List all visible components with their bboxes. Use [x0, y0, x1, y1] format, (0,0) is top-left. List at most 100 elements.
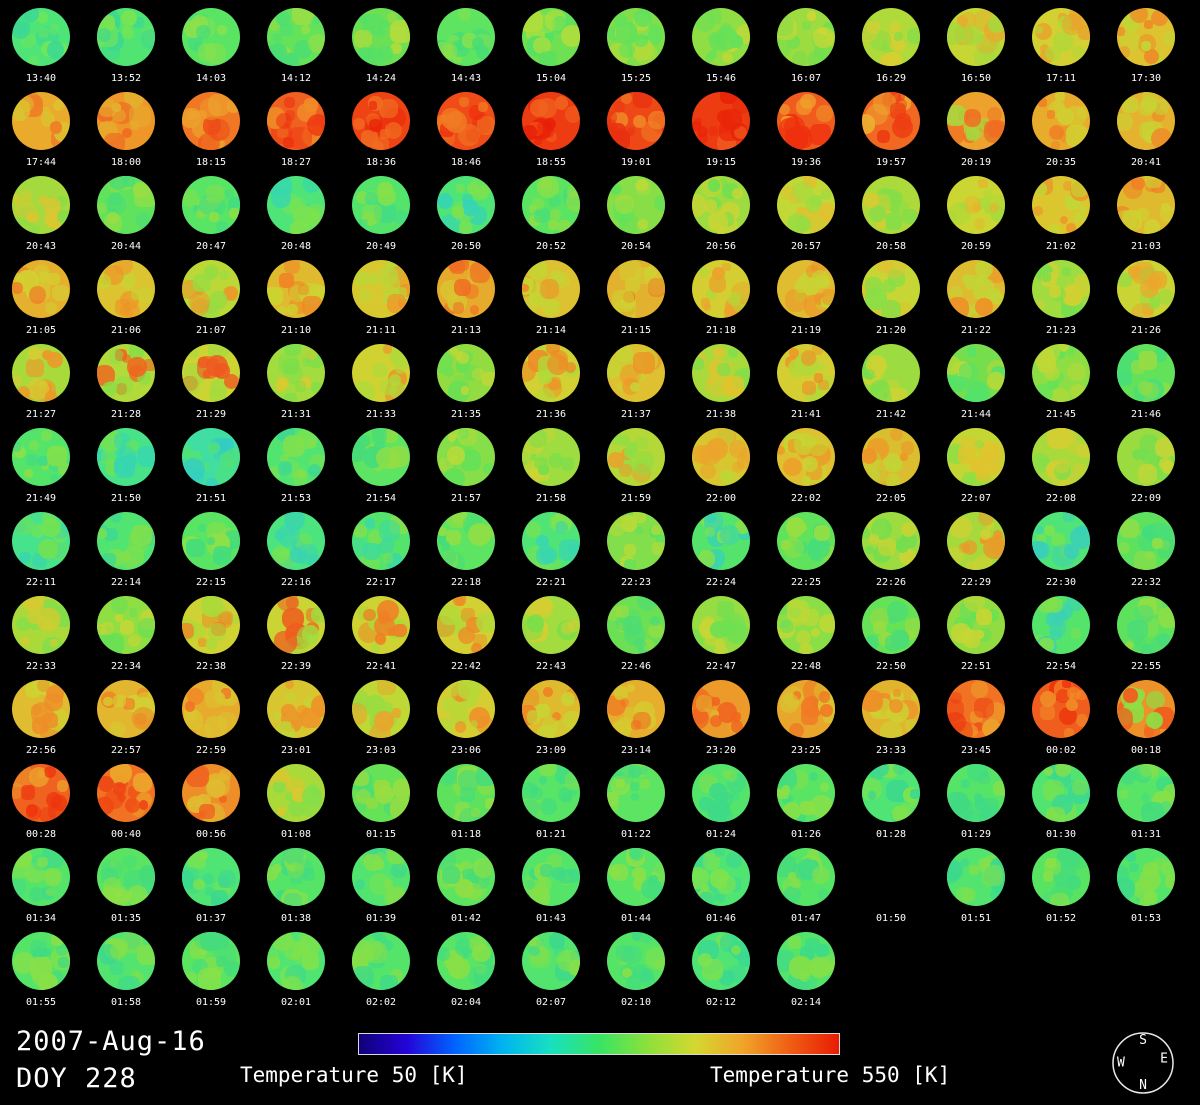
thermal-disk	[947, 596, 1005, 654]
color-patch	[877, 130, 890, 143]
frame-time-label: 23:03	[365, 745, 397, 756]
color-patch	[461, 608, 475, 622]
thermal-disk	[947, 428, 1005, 486]
color-patch	[205, 43, 227, 65]
color-patch	[1140, 793, 1150, 803]
color-patch	[443, 467, 465, 486]
color-patch	[696, 125, 708, 137]
color-patch	[963, 471, 977, 485]
color-patch	[862, 777, 883, 800]
thermal-disk	[777, 92, 835, 150]
color-patch	[890, 103, 907, 120]
frame-time-label: 18:27	[280, 157, 312, 168]
color-patch	[707, 178, 721, 192]
thermal-disk	[267, 92, 325, 150]
thermal-disk	[607, 596, 665, 654]
color-patch	[863, 369, 875, 380]
color-patch	[810, 628, 820, 638]
color-patch	[549, 453, 564, 468]
color-patch	[293, 204, 316, 227]
thermal-disk	[352, 92, 410, 150]
color-patch	[972, 32, 984, 44]
color-patch	[950, 692, 962, 704]
color-patch	[820, 189, 832, 201]
color-patch	[568, 960, 580, 975]
color-patch	[201, 872, 214, 886]
thermal-disk	[692, 680, 750, 738]
color-patch	[267, 42, 287, 62]
thermal-disk	[947, 92, 1005, 150]
color-patch	[1059, 344, 1069, 353]
thermal-disk	[12, 8, 70, 66]
thermal-disk	[352, 596, 410, 654]
frame-time-label: 23:20	[705, 745, 737, 756]
color-patch	[886, 473, 901, 486]
frame-time-label: 01:31	[1130, 829, 1162, 840]
color-patch	[211, 890, 229, 906]
color-patch	[14, 446, 26, 459]
color-patch	[391, 708, 402, 719]
color-patch	[220, 688, 232, 699]
frame-time-label: 20:35	[1045, 157, 1077, 168]
thermal-disk	[97, 344, 155, 402]
color-patch	[1046, 110, 1056, 119]
frame-time-label: 14:03	[195, 73, 227, 84]
color-patch	[1077, 106, 1090, 119]
color-patch	[818, 691, 831, 704]
color-patch	[1075, 689, 1087, 701]
color-patch	[783, 802, 802, 821]
color-patch	[802, 176, 818, 188]
thermal-disk	[1032, 8, 1090, 66]
color-patch	[182, 622, 194, 639]
color-patch	[206, 477, 218, 486]
color-patch	[12, 20, 31, 40]
frame-time-label: 02:04	[450, 997, 482, 1008]
color-patch	[132, 772, 152, 793]
color-patch	[310, 607, 325, 624]
color-patch	[1158, 607, 1175, 628]
color-patch	[352, 965, 375, 989]
color-patch	[380, 184, 394, 197]
color-patch	[979, 453, 1002, 476]
color-patch	[692, 194, 706, 217]
thermal-disk	[182, 344, 240, 402]
thermal-disk	[1117, 680, 1175, 738]
frame-time-label: 01:39	[365, 913, 397, 924]
thermal-disk	[437, 512, 495, 570]
color-patch	[12, 848, 33, 869]
thermal-disk	[607, 680, 665, 738]
color-patch	[301, 868, 315, 882]
color-patch	[1065, 874, 1081, 890]
color-patch	[794, 278, 810, 294]
thermal-disk	[437, 8, 495, 66]
frame-time-label: 22:15	[195, 577, 227, 588]
color-patch	[458, 428, 470, 440]
color-patch	[126, 885, 149, 906]
color-patch	[1135, 604, 1154, 624]
color-patch	[551, 711, 562, 721]
color-patch	[621, 92, 632, 104]
color-patch	[644, 946, 665, 970]
color-patch	[982, 865, 1003, 886]
color-patch	[561, 25, 580, 47]
color-patch	[1143, 20, 1153, 29]
thermal-disk	[437, 848, 495, 906]
color-patch	[989, 888, 1002, 900]
frame-time-label: 22:47	[705, 661, 737, 672]
frame-time-label: 23:33	[875, 745, 907, 756]
color-patch	[701, 883, 710, 892]
color-patch	[890, 205, 899, 214]
color-patch	[393, 779, 410, 798]
color-patch	[440, 604, 461, 625]
thermal-disk	[862, 260, 920, 318]
color-patch	[102, 553, 117, 568]
color-patch	[725, 770, 737, 782]
color-patch	[389, 19, 410, 43]
color-patch	[186, 764, 209, 787]
color-patch	[1120, 30, 1141, 51]
color-patch	[378, 265, 399, 286]
color-patch	[1049, 627, 1062, 640]
color-patch	[198, 637, 208, 647]
color-patch	[109, 512, 123, 523]
frame-time-label: 21:58	[535, 493, 567, 504]
